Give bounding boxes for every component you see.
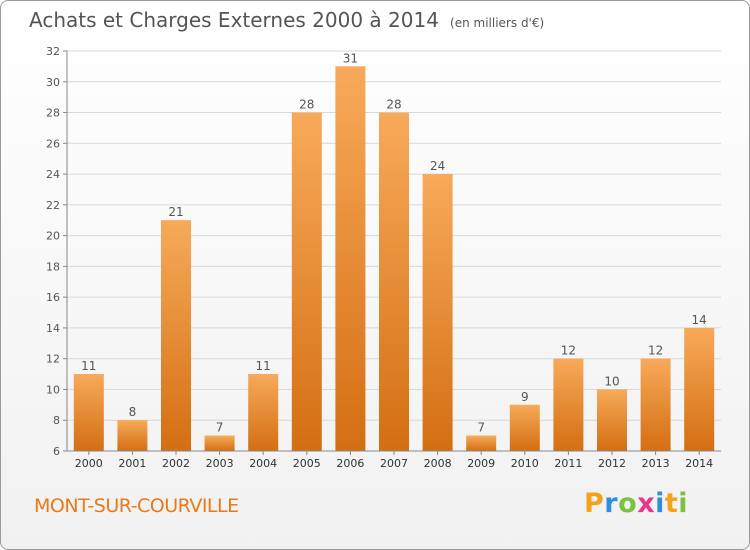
bar-highlight bbox=[509, 404, 540, 407]
x-tick-label: 2010 bbox=[511, 457, 539, 470]
bar-highlight bbox=[466, 435, 497, 438]
bar-value-label: 7 bbox=[477, 421, 485, 435]
y-tick-label: 30 bbox=[46, 76, 60, 89]
logo-letter: r bbox=[604, 488, 619, 519]
y-tick-label: 24 bbox=[46, 168, 60, 181]
bar-value-label: 12 bbox=[648, 344, 663, 358]
x-tick-label: 2006 bbox=[336, 457, 364, 470]
bar-highlight bbox=[204, 435, 235, 438]
bar-value-label: 24 bbox=[430, 159, 445, 173]
logo-letter: o bbox=[618, 488, 638, 519]
y-tick-label: 26 bbox=[46, 137, 60, 150]
bar-value-label: 31 bbox=[343, 51, 358, 65]
y-tick-label: 8 bbox=[53, 414, 60, 427]
bar bbox=[161, 220, 191, 451]
bar-value-label: 21 bbox=[168, 205, 183, 219]
bar bbox=[291, 112, 322, 452]
bar bbox=[335, 66, 366, 451]
bar bbox=[204, 435, 235, 451]
bar bbox=[684, 327, 715, 451]
bar-value-label: 7 bbox=[216, 421, 224, 435]
bar-value-label: 12 bbox=[561, 344, 576, 358]
bar bbox=[509, 404, 540, 451]
bar bbox=[379, 112, 409, 452]
logo-letter: i bbox=[655, 488, 665, 519]
y-tick-label: 28 bbox=[46, 107, 60, 120]
y-tick-label: 22 bbox=[46, 199, 60, 212]
x-tick-label: 2011 bbox=[554, 457, 582, 470]
bar bbox=[73, 374, 104, 451]
bar-highlight bbox=[335, 66, 366, 69]
x-tick-label: 2014 bbox=[685, 457, 713, 470]
bar-value-label: 9 bbox=[521, 390, 529, 404]
chart-title: Achats et Charges Externes 2000 à 2014 (… bbox=[29, 8, 544, 32]
bar bbox=[248, 374, 279, 451]
bar-highlight bbox=[161, 220, 191, 223]
x-tick-label: 2009 bbox=[467, 457, 495, 470]
x-tick-label: 2004 bbox=[249, 457, 277, 470]
y-tick-label: 20 bbox=[46, 230, 60, 243]
x-tick-label: 2001 bbox=[118, 457, 146, 470]
y-tick-label: 16 bbox=[46, 291, 60, 304]
bar-value-label: 11 bbox=[256, 359, 271, 373]
bars-group: 11 8 21 7 11 28 31 28 24 7 9 12 10 12 14 bbox=[73, 51, 715, 452]
bar-value-label: 28 bbox=[386, 98, 401, 112]
bar-value-label: 8 bbox=[129, 405, 137, 419]
bar-highlight bbox=[73, 374, 104, 377]
x-tick-label: 2013 bbox=[642, 457, 670, 470]
bar-highlight bbox=[553, 358, 584, 361]
bar-value-label: 10 bbox=[604, 374, 619, 388]
bar-highlight bbox=[291, 112, 322, 115]
x-tick-label: 2000 bbox=[75, 457, 103, 470]
bar bbox=[640, 358, 671, 451]
y-tick-label: 12 bbox=[46, 353, 60, 366]
bar bbox=[597, 389, 627, 451]
y-tick-label: 14 bbox=[46, 322, 60, 335]
logo-letter: x bbox=[637, 488, 656, 519]
bar bbox=[117, 420, 148, 451]
x-tick-label: 2005 bbox=[293, 457, 321, 470]
logo-letter: t bbox=[664, 488, 679, 519]
proxiti-logo: Proxiti bbox=[584, 488, 688, 519]
bar-highlight bbox=[117, 420, 148, 423]
bar-highlight bbox=[640, 358, 671, 361]
chart-unit-text: (en milliers d'€) bbox=[450, 16, 545, 30]
x-tick-label: 2012 bbox=[598, 457, 626, 470]
bar-value-label: 11 bbox=[81, 359, 96, 373]
bar-highlight bbox=[684, 327, 715, 330]
town-name: MONT-SUR-COURVILLE bbox=[34, 495, 239, 517]
y-tick-label: 18 bbox=[46, 260, 60, 273]
y-axis: 6 8 10 12 14 16 18 20 22 24 26 28 30 32 bbox=[46, 45, 68, 458]
bar-value-label: 28 bbox=[299, 98, 314, 112]
bar bbox=[422, 174, 453, 452]
x-axis: 2000 2001 2002 2003 2004 2005 2006 2007 2008 2009… bbox=[67, 450, 721, 470]
bar-highlight bbox=[422, 174, 453, 177]
bar-highlight bbox=[248, 374, 279, 377]
bar-highlight bbox=[597, 389, 627, 392]
bar-value-label: 14 bbox=[692, 313, 707, 327]
bar bbox=[466, 435, 497, 451]
y-tick-label: 10 bbox=[46, 383, 60, 396]
x-tick-label: 2003 bbox=[206, 457, 234, 470]
y-tick-label: 32 bbox=[46, 45, 60, 58]
x-tick-label: 2007 bbox=[380, 457, 408, 470]
bar-highlight bbox=[379, 112, 409, 115]
chart-title-text: Achats et Charges Externes 2000 à 2014 bbox=[29, 8, 439, 32]
y-tick-label: 6 bbox=[53, 445, 60, 458]
x-tick-label: 2008 bbox=[424, 457, 452, 470]
logo-letter: P bbox=[584, 488, 605, 519]
bar bbox=[553, 358, 584, 451]
x-tick-label: 2002 bbox=[162, 457, 190, 470]
logo-letter: i bbox=[678, 488, 689, 519]
